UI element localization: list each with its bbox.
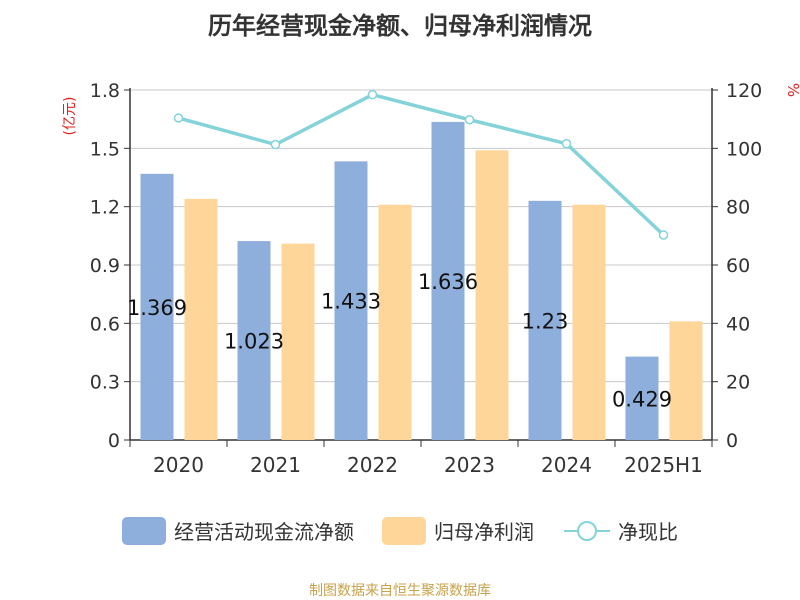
left-tick-label: 1.5 [90, 138, 120, 160]
legend-label-netprofit: 归母净利润 [434, 520, 534, 544]
right-tick-label: 60 [726, 255, 750, 277]
right-tick-label: 80 [726, 197, 750, 219]
bar-cashflow [237, 241, 271, 440]
left-tick-label: 0 [108, 430, 120, 452]
bar-cashflow [528, 200, 562, 440]
ratio-point [658, 230, 669, 240]
x-tick-label: 2025H1 [624, 453, 703, 477]
x-tick-label: 2020 [153, 453, 204, 477]
source-note: 制图数据来自恒生聚源数据库 [309, 583, 491, 599]
left-tick-label: 0.6 [90, 313, 120, 335]
right-tick-label: 40 [726, 313, 750, 335]
data-label-cashflow: 1.369 [127, 296, 187, 320]
right-tick-label: 120 [726, 80, 762, 102]
bar-cashflow [140, 173, 174, 441]
legend-label-ratio: 净现比 [618, 520, 678, 544]
bar-netprofit [475, 150, 509, 440]
ratio-point [464, 115, 475, 125]
left-tick-label: 0.9 [90, 255, 120, 277]
ratio-point [561, 138, 572, 149]
data-label-cashflow: 0.429 [612, 387, 672, 411]
legend-swatch-netprofit [382, 516, 426, 545]
data-label-cashflow: 1.023 [224, 330, 284, 354]
left-tick-label: 0.3 [90, 372, 120, 394]
bar-cashflow [431, 121, 465, 440]
x-tick-label: 2022 [347, 453, 398, 477]
ratio-line [178, 92, 665, 237]
legend: 经营活动现金流净额 归母净利润 净现比 [0, 516, 800, 545]
legend-swatch-cashflow [122, 516, 166, 545]
x-tick-label: 2023 [444, 453, 495, 477]
data-label-cashflow: 1.433 [321, 290, 381, 314]
legend-label-cashflow: 经营活动现金流净额 [174, 520, 354, 544]
data-label-cashflow: 1.636 [418, 270, 478, 294]
bar-netprofit [378, 204, 412, 440]
right-tick-label: 20 [726, 372, 750, 394]
x-tick-label: 2024 [541, 453, 592, 477]
left-tick-label: 1.2 [90, 197, 120, 219]
x-tick-label: 2021 [250, 453, 301, 477]
right-tick-label: 0 [726, 430, 738, 452]
ratio-point [270, 139, 281, 150]
ratio-point [367, 89, 378, 100]
legend-item-cashflow[interactable]: 经营活动现金流净额 [122, 516, 354, 545]
left-tick-label: 1.8 [90, 80, 120, 102]
bar-cashflow [625, 356, 659, 440]
legend-item-ratio[interactable]: 净现比 [562, 516, 678, 545]
right-axis-unit: % [784, 83, 800, 97]
bar-netprofit [184, 198, 218, 440]
ratio-point [173, 113, 184, 123]
chart-title: 历年经营现金净额、归母净利润情况 [208, 12, 592, 40]
legend-item-netprofit[interactable]: 归母净利润 [382, 516, 534, 545]
bar-netprofit [281, 243, 315, 440]
data-label-cashflow: 1.23 [522, 309, 569, 333]
bar-cashflow [334, 161, 368, 440]
bar-netprofit [669, 321, 703, 440]
bar-netprofit [572, 204, 606, 440]
right-tick-label: 100 [726, 138, 762, 160]
left-axis-unit: (亿元) [62, 97, 78, 136]
legend-swatch-ratio [564, 520, 610, 541]
